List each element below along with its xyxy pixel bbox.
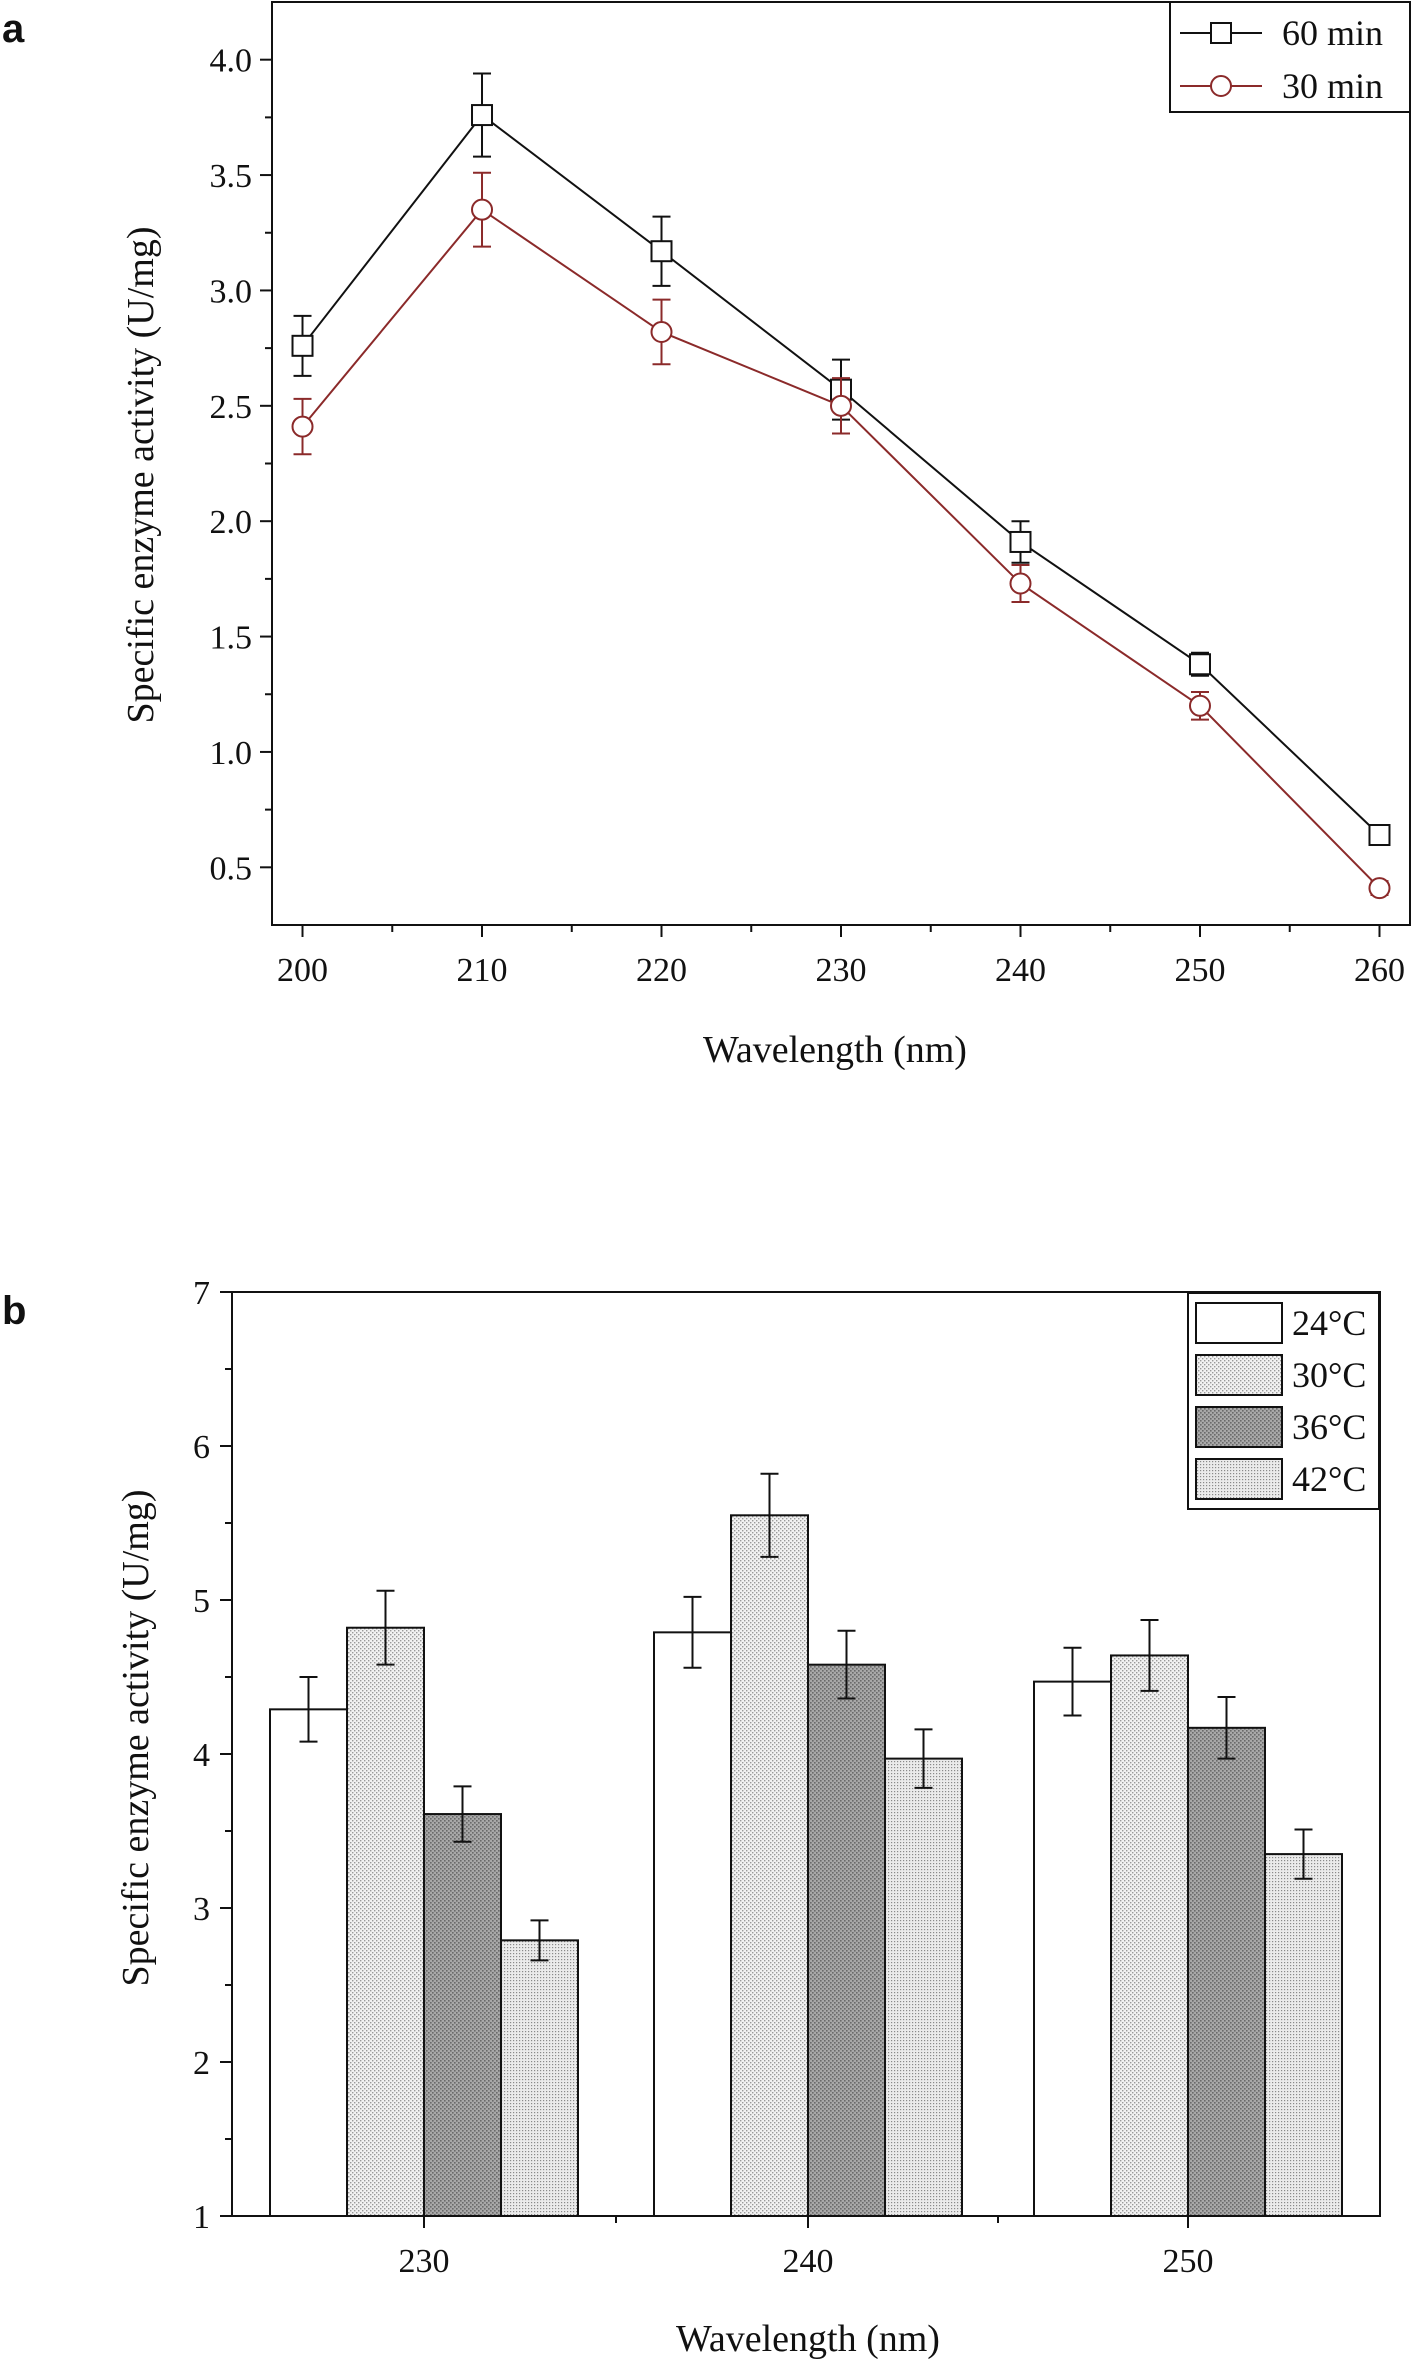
- panel-b-legend-label: 36°C: [1292, 1407, 1366, 1447]
- panel-b-legend-swatch: [1195, 1458, 1283, 1500]
- panel-a-y-tick-label: 4.0: [210, 43, 253, 80]
- panel-a-legend-label: 30 min: [1282, 66, 1383, 106]
- panel-b-y-tick-label: 6: [193, 1429, 210, 1466]
- panel-a-x-tick-label: 250: [1174, 952, 1225, 989]
- panel-a-x-axis-title: Wavelength (nm): [703, 1029, 967, 1071]
- panel-b-bar: [1264, 1853, 1343, 2217]
- panel-a-letter: a: [2, 7, 25, 51]
- panel-a-data-point: [1188, 694, 1211, 717]
- panel-a-legend-marker: [1210, 75, 1232, 97]
- panel-a-data-point: [1368, 824, 1391, 847]
- panel-b-bar: [807, 1663, 886, 2218]
- panel-b: b 1 2 3 4 5 6 7 230 240 250 24°C 30°C 36°C 42°C Wave…: [2, 1275, 1381, 2360]
- panel-a-y-tick-label: 1.5: [210, 620, 253, 657]
- panel-a-y-tick-label: 2.5: [210, 389, 253, 426]
- panel-a-data-point: [1368, 877, 1391, 900]
- panel-a-series-30min: [291, 171, 1391, 900]
- panel-b-x-axis-title: Wavelength (nm): [676, 2318, 940, 2360]
- panel-a-data-point: [471, 198, 494, 221]
- panel-b-legend-swatch: [1195, 1302, 1283, 1344]
- panel-b-bar: [269, 1708, 348, 2217]
- panel-b-y-tick-label: 1: [193, 2199, 210, 2236]
- panel-b-x-tick-label: 240: [783, 2243, 834, 2280]
- panel-b-bar: [884, 1757, 963, 2217]
- panel-a-x-tick-label: 210: [457, 952, 508, 989]
- panel-a-data-point: [1009, 530, 1032, 553]
- panel-a-x-tick-label: 230: [816, 952, 867, 989]
- panel-b-y-axis-title: Specific enzyme activity (U/mg): [115, 1490, 157, 1987]
- panel-a-legend-label: 60 min: [1282, 13, 1383, 53]
- panel-a-x-tick-label: 260: [1354, 952, 1405, 989]
- panel-b-legend-swatch: [1195, 1354, 1283, 1396]
- panel-a-data-point: [471, 104, 494, 127]
- panel-a-data-point: [650, 320, 673, 343]
- panel-b-bar: [730, 1514, 809, 2218]
- panel-b-y-tick-label: 3: [193, 1891, 210, 1928]
- panel-a-series-60min: [291, 72, 1391, 847]
- panel-a-y-axis-title: Specific enzyme activity (U/mg): [120, 227, 162, 724]
- panel-a-plot-frame: [271, 1, 1411, 926]
- panel-b-x-tick-label: 230: [399, 2243, 450, 2280]
- panel-b-bar: [653, 1631, 732, 2217]
- panel-a-data-point: [650, 240, 673, 263]
- panel-b-legend-label: 30°C: [1292, 1355, 1366, 1395]
- panel-a-legend: 60 min 30 min: [1169, 1, 1411, 113]
- panel-a-x-tick-label: 200: [277, 952, 328, 989]
- panel-a-y-tick-label: 3.0: [210, 273, 253, 310]
- panel-a: a 200 210 220 230 240 250 260 0.5 1.0 1.5 2.0 2.5 3.…: [2, 1, 1411, 1071]
- panel-a-y-tick-label: 2.0: [210, 504, 253, 541]
- panel-b-bars: [269, 1472, 1343, 2218]
- panel-a-data-point: [291, 415, 314, 438]
- panel-a-data-point: [1188, 653, 1211, 676]
- panel-b-y-tick-label: 2: [193, 2045, 210, 2082]
- panel-b-y-tick-label: 5: [193, 1583, 210, 1620]
- panel-b-bar: [423, 1813, 502, 2218]
- panel-a-y-tick-label: 3.5: [210, 158, 253, 195]
- panel-a-data-point: [830, 394, 852, 417]
- panel-a-data-point: [1009, 572, 1032, 595]
- panel-b-legend: 24°C 30°C 36°C 42°C: [1187, 1292, 1380, 1510]
- panel-a-series-line: [301, 208, 1381, 889]
- panel-b-y-tick-label: 7: [193, 1275, 210, 1312]
- panel-b-legend-label: 42°C: [1292, 1459, 1366, 1499]
- panel-b-bar: [346, 1626, 425, 2217]
- panel-a-axes: 200 210 220 230 240 250 260 0.5 1.0 1.5 2.0 2.5 3.0 3…: [210, 1, 1411, 989]
- panel-a-data-point: [291, 334, 314, 357]
- panel-a-x-tick-label: 240: [995, 952, 1046, 989]
- panel-a-legend-box: [1169, 1, 1411, 113]
- panel-b-x-tick-label: 250: [1163, 2243, 1214, 2280]
- panel-a-legend-marker: [1210, 22, 1232, 44]
- panel-b-bar: [1033, 1680, 1112, 2217]
- panel-b-legend-swatch: [1195, 1406, 1283, 1448]
- panel-a-x-tick-label: 220: [636, 952, 687, 989]
- panel-b-bar: [1110, 1654, 1189, 2217]
- panel-b-bar: [500, 1939, 579, 2217]
- panel-b-letter: b: [2, 1289, 26, 1333]
- panel-b-bar: [1187, 1726, 1266, 2217]
- panel-a-series-line: [301, 113, 1381, 836]
- panel-a-y-tick-label: 1.0: [210, 735, 253, 772]
- panel-a-y-tick-label: 0.5: [210, 850, 253, 887]
- panel-b-y-tick-label: 4: [193, 1737, 210, 1774]
- panel-b-legend-label: 24°C: [1292, 1303, 1366, 1343]
